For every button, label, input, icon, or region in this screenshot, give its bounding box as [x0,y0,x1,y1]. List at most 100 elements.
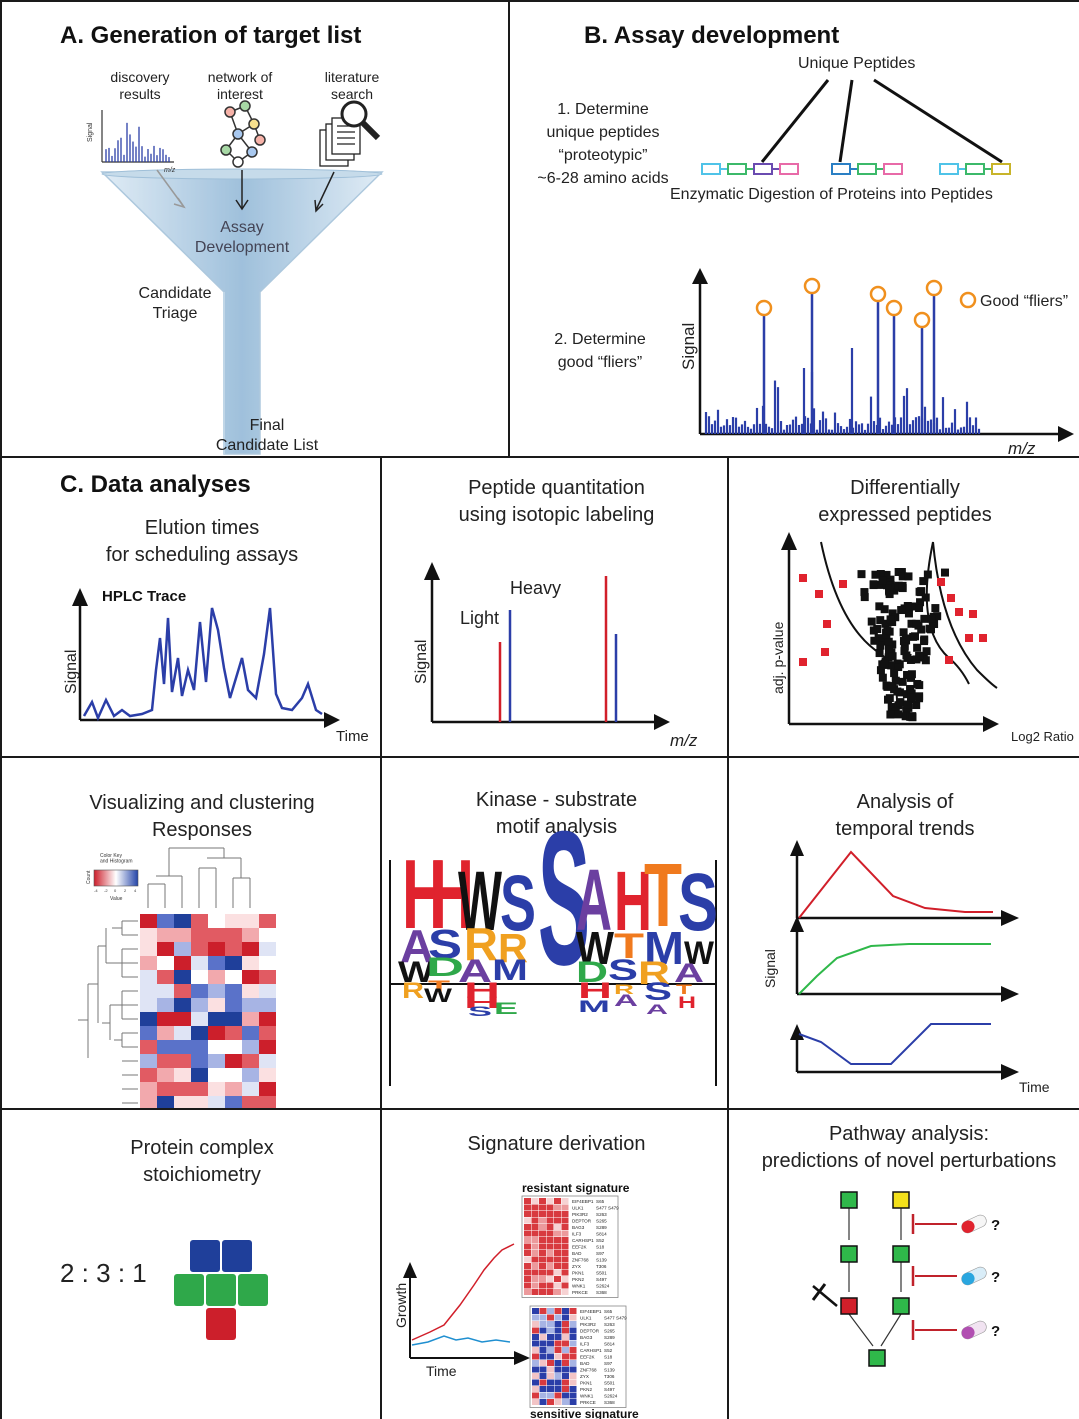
heatmap-cell [259,1040,276,1054]
signature-gene: EIF4EBP1 [580,1309,602,1314]
signature-gene: PKN2 [572,1277,584,1282]
volcano-point [908,602,917,611]
signature-cell [562,1386,569,1392]
signature-cell [569,1347,577,1353]
signature-cell [539,1211,546,1217]
heatmap-cell [259,956,276,970]
digestion-label: Enzymatic Digestion of Proteins into Pep… [670,186,993,203]
signature-gene: PIK3R2 [580,1322,596,1327]
heatmap-cell [225,942,242,956]
flier-spectrum: Signal m/z Good “fliers” [679,268,1074,456]
signature-cell [569,1327,577,1334]
heatmap-cell [208,956,225,970]
signature-cell [531,1256,539,1263]
heatmap-cell [140,1082,157,1096]
spectrum-x-label: m/z [164,167,176,174]
heatmap-cell [174,1040,191,1054]
signature-cell [554,1263,561,1269]
panel-clustering: Visualizing and clustering Responses Col… [0,756,382,1110]
signature-cell [546,1237,554,1243]
signature-cell [569,1314,577,1321]
signature-gene: PIK3R2 [572,1212,588,1217]
heatmap-cell [140,970,157,984]
volcano-point [898,581,907,590]
color-key-title: Color Key and Histogram [100,853,133,865]
signature-cell [524,1230,531,1237]
volcano-point [912,701,921,710]
heatmap-cell [174,942,191,956]
signature-cell [539,1237,546,1243]
unknown-drug-mark: ? [991,1323,1000,1340]
signature-cell [554,1198,561,1204]
signature-cell [539,1366,547,1373]
candidate-triage-label: Candidate Triage [138,285,212,322]
volcano-point [891,613,900,622]
heatmap-cell [157,1068,174,1082]
signature-cell [532,1347,539,1353]
color-key-tick: 2 [124,888,127,893]
heatmap-cell [174,984,191,998]
signature-cell [539,1289,546,1295]
heatmap-cell [225,1012,242,1026]
signature-cell [539,1334,547,1340]
network-icon [220,100,266,168]
heatmap-cell [174,998,191,1012]
signature-cell [539,1250,546,1256]
hplc-y-label: Signal [63,650,80,694]
signature-cell [532,1386,539,1392]
volcano-point [915,651,924,660]
pathway-node [840,1191,858,1209]
heatmap-cell [259,1082,276,1096]
heatmap-cell [174,1026,191,1040]
volcano-plot: adj. p-value Log2 Ratio [770,532,1074,744]
signature-cell [547,1353,554,1360]
volcano-point [875,649,884,658]
panel-b-title: B. Assay development [584,22,840,49]
volcano-point [940,568,949,577]
volcano-point [904,609,913,618]
source-discovery-results: discovery results [110,69,170,102]
heatmap-cell [225,970,242,984]
volcano-point [886,710,895,719]
temporal-y-arrow [790,1024,804,1040]
signature-cell [554,1392,562,1399]
color-key-tick: 4 [134,888,137,893]
volcano-point [876,641,885,650]
signature-cell [569,1386,577,1392]
signature-cell [547,1399,554,1405]
heatmap-cell [208,942,225,956]
signature-cell [554,1224,561,1230]
motif-letter: D [426,951,464,981]
volcano-point [885,694,894,703]
flier-marker [755,299,773,317]
peptide-segment [701,163,721,175]
growth-x-label: Time [426,1363,457,1379]
legend-flier-label: Good “fliers” [980,293,1068,310]
volcano-point [883,682,892,691]
signature-cell [524,1269,531,1276]
heatmap-cell [208,1012,225,1026]
signature-title: Signature derivation [467,1133,646,1155]
signature-cell [539,1353,547,1360]
signature-cell [547,1334,554,1340]
motif-letter: R [638,955,670,992]
signature-gene: ZNF768 [580,1368,597,1373]
pathway-node [840,1297,858,1315]
motif-letter: S [678,857,718,948]
panel-stoichiometry: Protein complex stoichiometry 2 : 3 : 1 [0,1108,382,1419]
motif-letter: R [614,982,634,997]
signature-cell [531,1276,539,1282]
heatmap-cell [157,970,174,984]
volcano-point [898,572,907,581]
signature-gene: PKN1 [572,1271,584,1276]
drug-capsule-half [961,1326,975,1339]
signature-cell [547,1340,554,1347]
signature-site: S97 [596,1251,605,1256]
signature-cell [554,1237,561,1243]
signature-cell [569,1360,577,1366]
volcano-point [898,677,907,686]
signature-cell [524,1217,531,1224]
signature-site: S501 [596,1271,607,1276]
heatmap-cell [225,1040,242,1054]
signature-site: S501 [604,1381,615,1386]
